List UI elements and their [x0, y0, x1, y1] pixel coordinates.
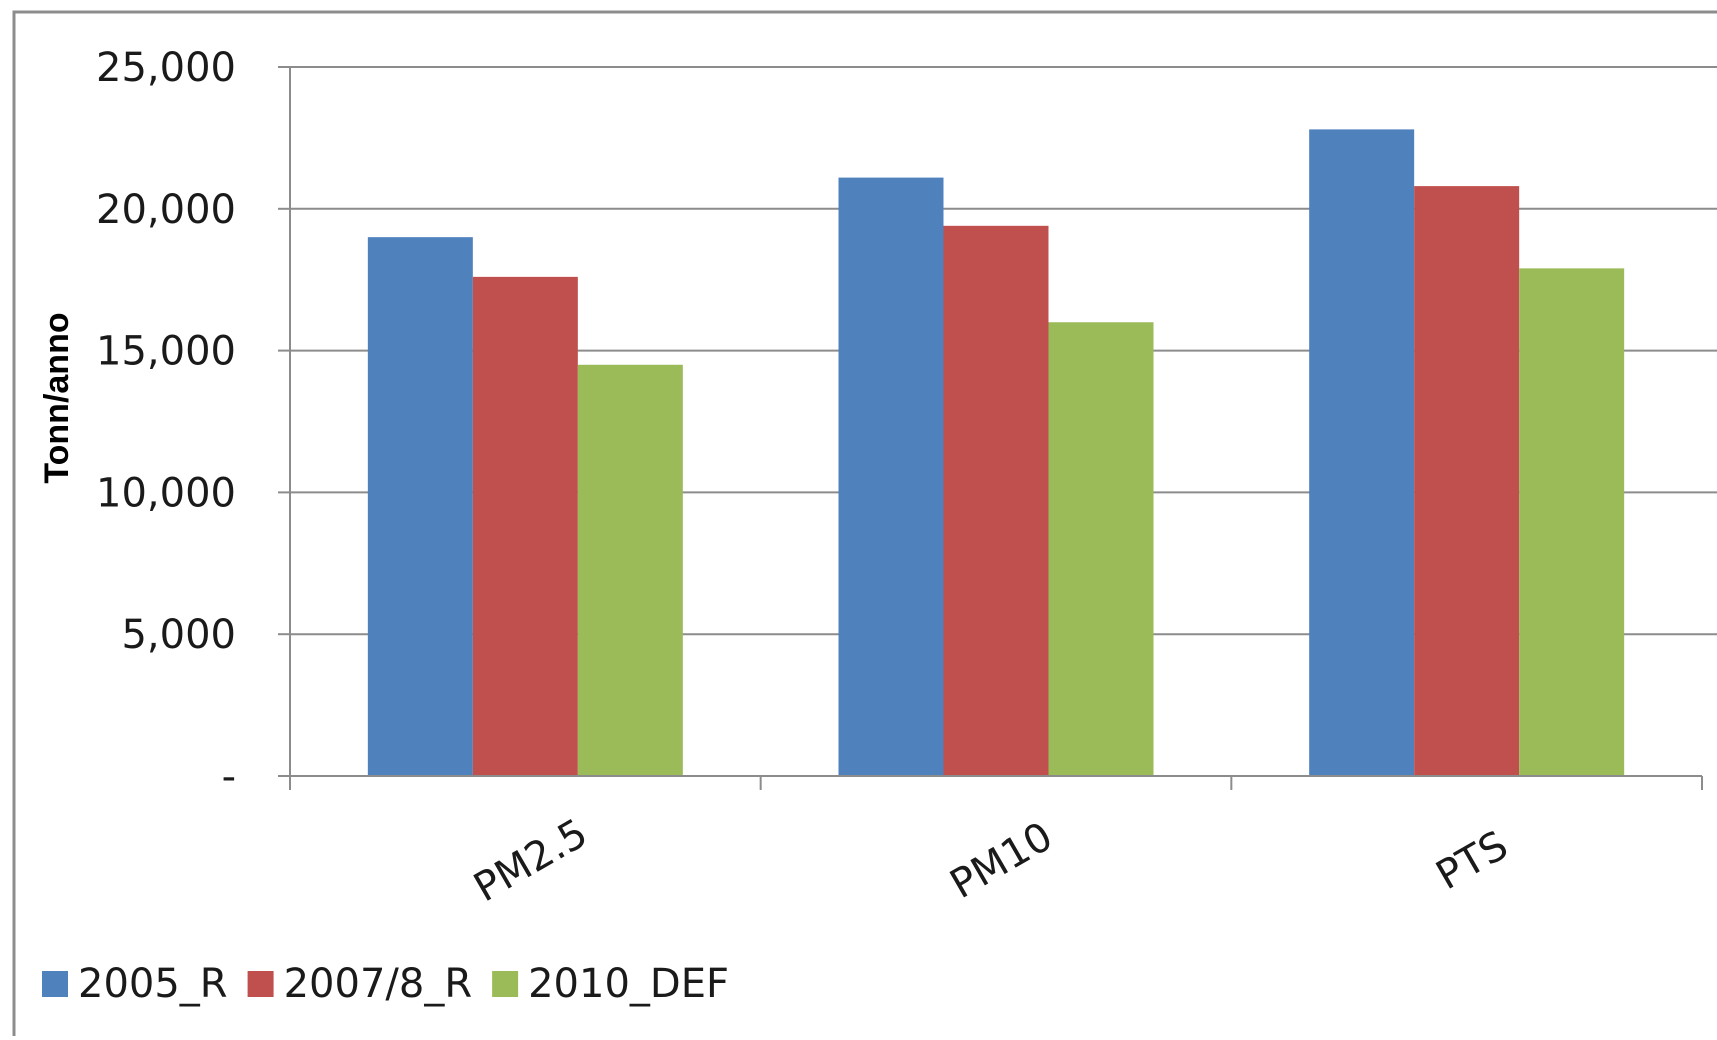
- legend: 2005_R 2007/8_R 2010_DEF: [42, 961, 729, 1007]
- bar-2005-r-pm10: [838, 177, 944, 776]
- legend-label: 2007/8_R: [284, 961, 473, 1007]
- y-tick-label: 25,000: [96, 45, 236, 91]
- bar-2010-def-pts: [1519, 268, 1625, 776]
- y-tick-label: 5,000: [121, 612, 236, 658]
- legend-swatch: [42, 971, 68, 997]
- y-tick-labels: - 5,000 10,000 15,000 20,000 25,000: [96, 45, 236, 800]
- bar-2007-8-r-pm10: [943, 225, 1049, 777]
- legend-label: 2010_DEF: [528, 961, 729, 1007]
- bars: [367, 129, 1625, 777]
- bar-2005-r-pts: [1309, 129, 1415, 777]
- bar-2007-8-r-pts: [1414, 186, 1520, 776]
- bar-2010-def-pm2-5: [577, 364, 683, 776]
- bar-2005-r-pm2-5: [367, 237, 473, 776]
- y-tick-label: -: [222, 754, 236, 800]
- y-tick-label: 10,000: [96, 470, 236, 516]
- bar-2007-8-r-pm2-5: [472, 276, 578, 776]
- y-tick-label: 20,000: [96, 187, 236, 233]
- legend-label: 2005_R: [78, 961, 228, 1007]
- axes: [278, 66, 1703, 790]
- legend-swatch: [247, 971, 274, 997]
- y-axis-label: Tonn/anno: [38, 312, 76, 483]
- legend-swatch: [492, 971, 519, 997]
- bar-2010-def-pm10: [1048, 322, 1154, 776]
- y-tick-label: 15,000: [96, 329, 236, 375]
